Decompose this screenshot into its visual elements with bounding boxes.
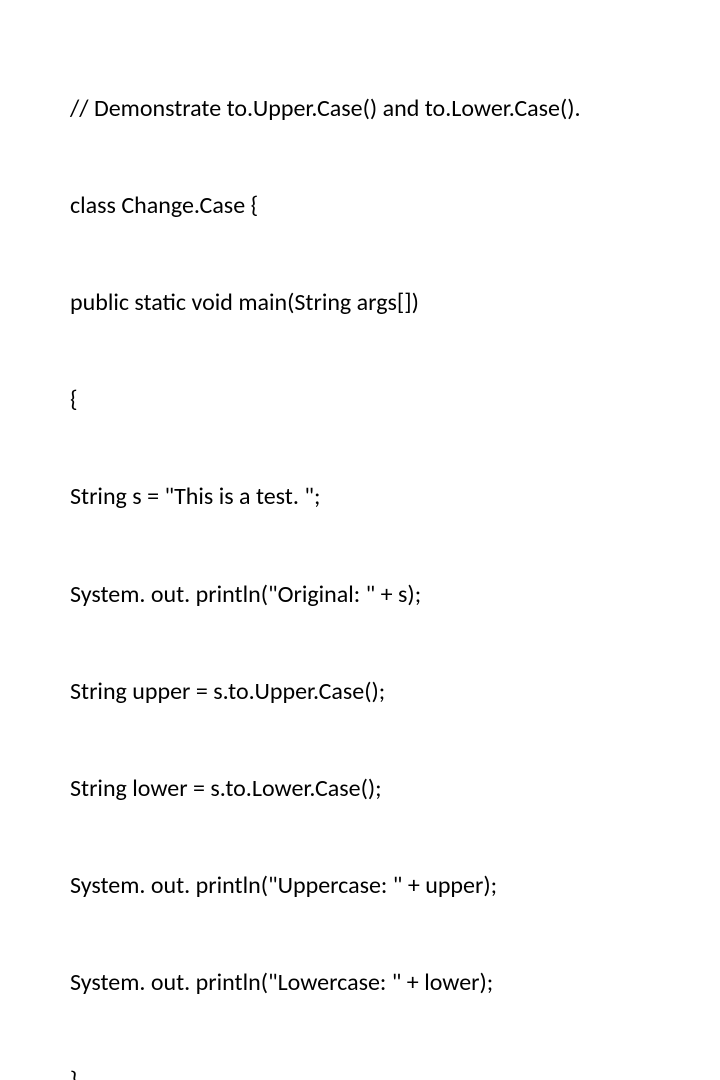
code-line: System. out. println("Original: " + s); bbox=[70, 579, 680, 611]
code-line: { bbox=[70, 384, 680, 416]
code-line: String lower = s.to.Lower.Case(); bbox=[70, 773, 680, 805]
slide-container: // Demonstrate to.Upper.Case() and to.Lo… bbox=[0, 0, 720, 540]
code-line: String upper = s.to.Upper.Case(); bbox=[70, 676, 680, 708]
code-line: public static void main(String args[]) bbox=[70, 287, 680, 319]
code-line: String s = "This is a test. "; bbox=[70, 481, 680, 513]
code-block: // Demonstrate to.Upper.Case() and to.Lo… bbox=[70, 28, 680, 1080]
code-line: // Demonstrate to.Upper.Case() and to.Lo… bbox=[70, 93, 680, 125]
code-line: System. out. println("Lowercase: " + low… bbox=[70, 967, 680, 999]
code-line: System. out. println("Uppercase: " + upp… bbox=[70, 870, 680, 902]
code-line: } bbox=[70, 1065, 680, 1080]
code-line: class Change.Case { bbox=[70, 190, 680, 222]
